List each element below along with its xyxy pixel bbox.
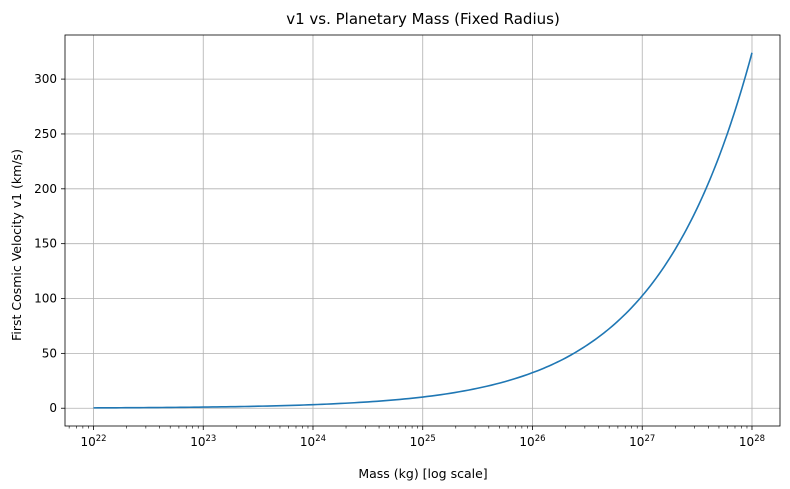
x-tick-label: 1027 — [629, 434, 655, 449]
series-layer — [93, 52, 753, 409]
chart-title: v1 vs. Planetary Mass (Fixed Radius) — [286, 10, 560, 28]
x-tick-label: 1022 — [80, 434, 106, 449]
y-tick-label: 0 — [49, 401, 57, 415]
x-tick-label: 1024 — [300, 434, 326, 449]
x-tick-label: 1023 — [190, 434, 216, 449]
y-tick-label: 50 — [42, 346, 57, 360]
grid-layer — [65, 35, 780, 426]
series-line — [93, 52, 753, 409]
y-tick-label: 300 — [34, 72, 57, 86]
x-axis-label: Mass (kg) [log scale] — [358, 466, 487, 481]
x-tick-label: 1026 — [519, 434, 545, 449]
y-tick-label: 250 — [34, 127, 57, 141]
x-tick-label: 1028 — [739, 434, 765, 449]
y-tick-label: 100 — [34, 292, 57, 306]
tick-layer: 1022 1023 1024 1025 1026 1027 1028 0 50 100 150 200… — [34, 72, 765, 449]
y-tick-label: 150 — [34, 237, 57, 251]
y-tick-label: 200 — [34, 182, 57, 196]
x-tick-label: 1025 — [410, 434, 436, 449]
y-axis-label: First Cosmic Velocity v1 (km/s) — [9, 149, 24, 341]
